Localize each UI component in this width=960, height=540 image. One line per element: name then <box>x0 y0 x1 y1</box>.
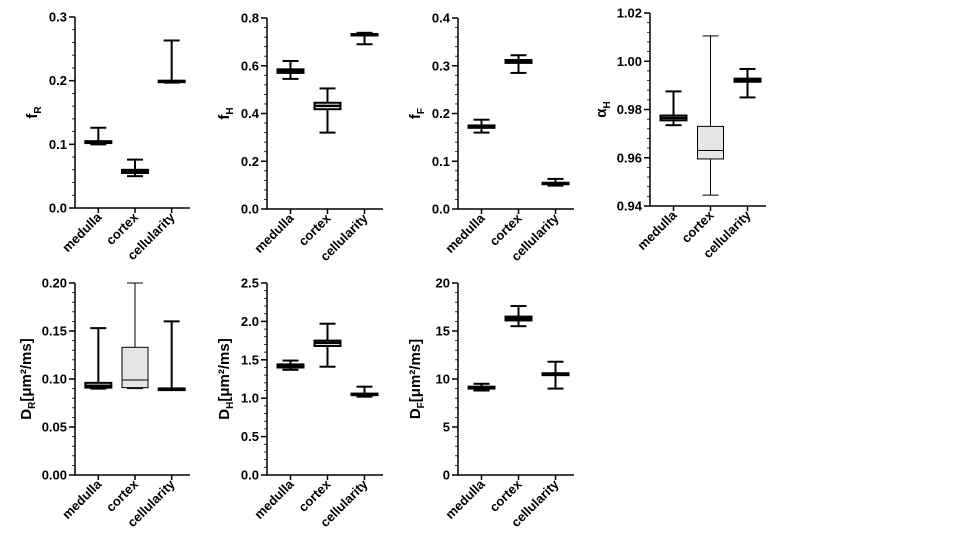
y-tick-label: 0.15 <box>42 324 67 339</box>
y-title-subscript: H <box>225 402 236 409</box>
panel-5: 0.000.050.100.150.20DR[μm²/ms]medullacor… <box>18 276 190 530</box>
y-tick-label: 0.00 <box>42 468 67 483</box>
y-tick-label: 0.0 <box>241 202 259 217</box>
y-title-main: α <box>593 108 610 118</box>
y-title-subscript: H <box>602 101 613 108</box>
y-title-unit: [μm²/ms] <box>216 338 233 401</box>
y-tick-label: 0.98 <box>617 102 642 117</box>
category-label: medulla <box>442 210 488 256</box>
box-medulla <box>276 59 305 80</box>
y-title-subscript: R <box>27 401 38 409</box>
y-title-subscript: F <box>416 108 427 114</box>
y-tick-label: 1.00 <box>617 54 642 69</box>
y-tick-label: 1.0 <box>241 391 259 406</box>
y-title-unit: [μm²/ms] <box>407 339 424 402</box>
y-tick-label: 0.4 <box>241 106 260 121</box>
y-tick-label: 0.20 <box>42 276 67 291</box>
y-tick-label: 2.5 <box>241 276 259 291</box>
y-tick-label: 0.8 <box>241 11 259 26</box>
box-medulla <box>467 382 496 392</box>
y-tick-label: 20 <box>436 276 450 291</box>
y-title-main: f <box>24 113 41 119</box>
y-tick-label: 1.5 <box>241 352 259 367</box>
y-title-subscript: R <box>33 106 44 114</box>
y-tick-label: 0.0 <box>49 201 67 216</box>
panel-6: 0.00.51.01.52.02.5DH[μm²/ms]medullacorte… <box>216 276 383 530</box>
y-title-unit: [μm²/ms] <box>18 338 35 401</box>
y-tick-label: 0.1 <box>49 137 67 152</box>
y-axis-title: αH <box>593 101 613 117</box>
category-label: medulla <box>634 207 680 253</box>
box-cortex <box>504 54 533 74</box>
y-tick-label: 0.10 <box>42 372 67 387</box>
box-medulla <box>659 90 688 127</box>
box-medulla <box>84 126 113 146</box>
category-label: medulla <box>59 476 105 522</box>
y-title-main: D <box>407 408 424 419</box>
box-cellularity <box>541 360 570 390</box>
box-cellularity <box>350 385 379 398</box>
y-title-main: D <box>216 409 233 420</box>
y-tick-label: 0.3 <box>432 58 450 73</box>
box-cortex <box>121 282 149 390</box>
y-tick-label: 0.3 <box>49 10 67 25</box>
panel-3: 0.00.10.20.30.4fFmedullacortexcellularit… <box>407 11 574 264</box>
y-tick-label: 0.4 <box>432 11 451 26</box>
y-title-subscript: F <box>416 402 427 408</box>
y-tick-label: 0.0 <box>241 468 259 483</box>
y-tick-label: 0.05 <box>42 420 67 435</box>
y-axis-title: fF <box>407 108 427 119</box>
box-cellularity <box>541 177 570 187</box>
y-tick-label: 0.6 <box>241 58 259 73</box>
category-label: medulla <box>251 476 297 522</box>
y-axis-title: DF[μm²/ms] <box>407 339 427 419</box>
y-axis-title: DR[μm²/ms] <box>18 338 38 419</box>
y-tick-label: 10 <box>436 372 450 387</box>
y-title-main: f <box>216 114 233 120</box>
box-medulla <box>276 359 305 371</box>
y-tick-label: 0.2 <box>432 106 450 121</box>
box-cortex <box>697 35 724 196</box>
y-title-main: f <box>407 113 424 119</box>
box-cortex <box>313 322 342 368</box>
box-cellularity <box>157 320 186 392</box>
y-axis-title: fH <box>216 107 236 119</box>
box-cortex <box>504 305 533 328</box>
y-axis-title: DH[μm²/ms] <box>216 338 236 419</box>
y-tick-label: 0.2 <box>49 73 67 88</box>
y-tick-label: 0.5 <box>241 429 259 444</box>
box-iqr <box>697 125 724 160</box>
panel-7: 05101520DF[μm²/ms]medullacortexcellulari… <box>407 276 574 530</box>
y-tick-label: 0.94 <box>617 199 643 214</box>
y-title-main: D <box>18 409 35 420</box>
category-label: medulla <box>59 209 105 255</box>
y-tick-label: 0.0 <box>432 202 450 217</box>
box-iqr <box>121 346 149 389</box>
category-label: medulla <box>251 210 297 256</box>
panel-4: 0.940.960.981.001.02αHmedullacortexcellu… <box>593 6 766 261</box>
y-tick-label: 2.0 <box>241 314 259 329</box>
y-tick-label: 1.02 <box>617 6 642 21</box>
box-cellularity <box>733 67 762 99</box>
y-tick-label: 5 <box>443 420 450 435</box>
category-label: medulla <box>442 476 488 522</box>
y-tick-label: 0 <box>443 468 450 483</box>
box-cortex <box>121 158 149 178</box>
y-title-subscript: H <box>225 107 236 114</box>
y-tick-label: 0.96 <box>617 150 642 165</box>
box-cellularity <box>350 31 379 46</box>
box-cellularity <box>157 39 186 84</box>
y-tick-label: 15 <box>436 324 450 339</box>
y-tick-label: 0.1 <box>432 154 450 169</box>
box-cortex <box>313 87 342 134</box>
y-axis-title: fR <box>24 106 44 119</box>
box-medulla <box>84 327 113 390</box>
y-tick-label: 0.2 <box>241 154 259 169</box>
box-medulla <box>467 118 496 134</box>
panel-2: 0.00.20.40.60.8fHmedullacortexcellularit… <box>216 11 383 264</box>
